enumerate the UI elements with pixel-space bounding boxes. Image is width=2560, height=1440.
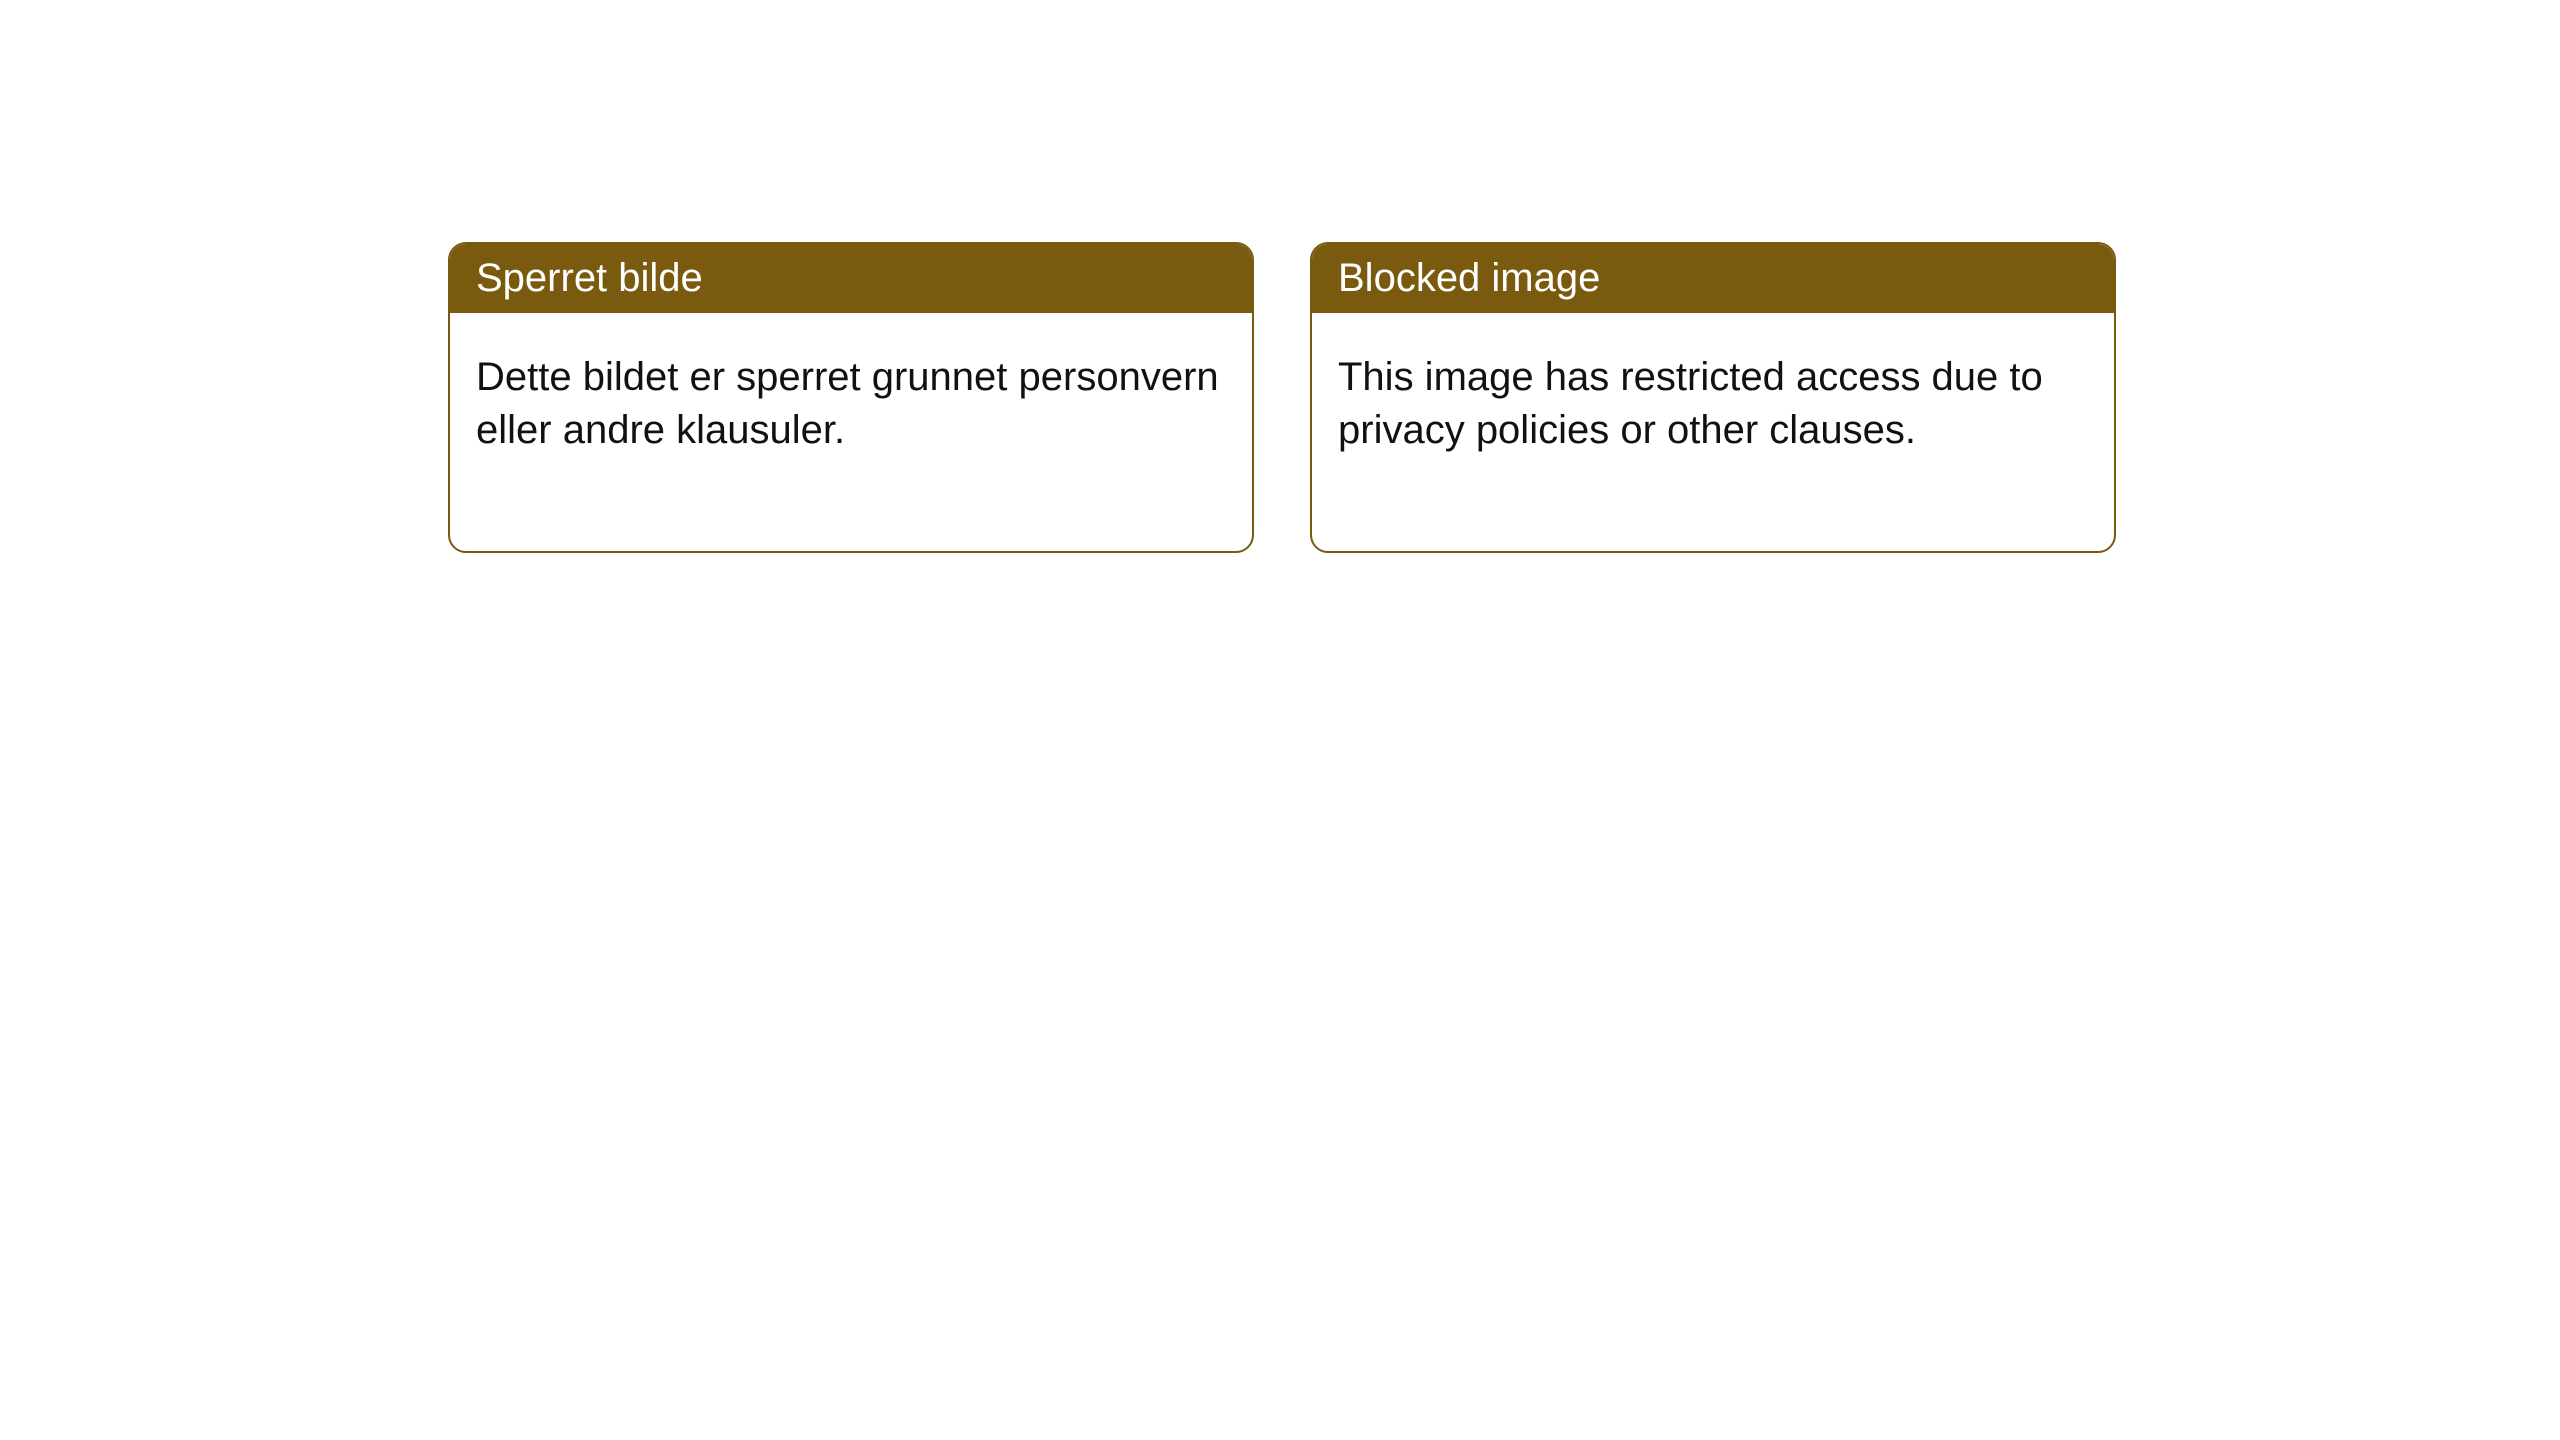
card-body-text: Dette bildet er sperret grunnet personve…: [476, 355, 1219, 452]
card-body: Dette bildet er sperret grunnet personve…: [450, 313, 1252, 551]
card-header: Blocked image: [1312, 244, 2114, 313]
notice-container: Sperret bilde Dette bildet er sperret gr…: [0, 0, 2560, 553]
card-title: Sperret bilde: [476, 256, 703, 300]
notice-card-english: Blocked image This image has restricted …: [1310, 242, 2116, 553]
card-body: This image has restricted access due to …: [1312, 313, 2114, 551]
card-header: Sperret bilde: [450, 244, 1252, 313]
card-title: Blocked image: [1338, 256, 1600, 300]
notice-card-norwegian: Sperret bilde Dette bildet er sperret gr…: [448, 242, 1254, 553]
card-body-text: This image has restricted access due to …: [1338, 355, 2043, 452]
